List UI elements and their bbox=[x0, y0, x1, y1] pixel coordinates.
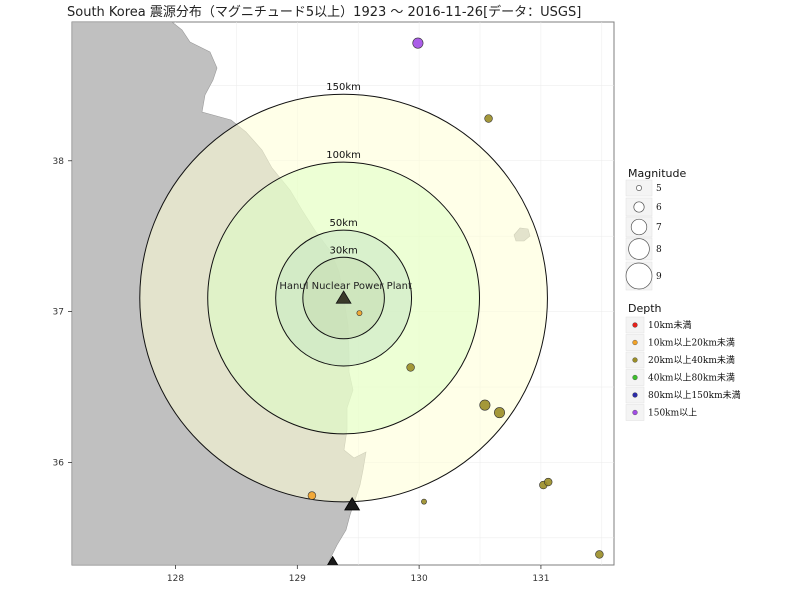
x-tick-label: 128 bbox=[167, 574, 184, 584]
ring-label-150km: 150km bbox=[326, 82, 361, 93]
x-tick-label: 130 bbox=[411, 574, 428, 584]
legend-depth-swatch bbox=[632, 339, 638, 346]
legend-depth-swatch bbox=[632, 357, 638, 363]
earthquake-point bbox=[484, 114, 493, 123]
legend-magnitude-swatch bbox=[625, 262, 653, 290]
earthquake-point bbox=[421, 498, 427, 505]
earthquake-point bbox=[412, 37, 424, 49]
ring-label-30km: 30km bbox=[329, 245, 357, 256]
legend-magnitude-swatch bbox=[628, 238, 650, 260]
legend-magnitude-swatch bbox=[630, 218, 648, 236]
legend-magnitude-label: 7 bbox=[656, 223, 662, 233]
earthquake-point bbox=[595, 550, 604, 559]
legend-magnitude-label: 6 bbox=[656, 203, 662, 213]
legend-depth-label: 10km未満 bbox=[648, 319, 691, 331]
legend-depth-swatch bbox=[632, 374, 638, 381]
legend-depth-swatch bbox=[632, 409, 638, 416]
legend-magnitude-label: 9 bbox=[656, 272, 662, 282]
legend-magnitude-swatch bbox=[636, 185, 642, 191]
plant-marker-hanul bbox=[335, 290, 352, 304]
earthquake-point bbox=[479, 399, 491, 411]
y-tick-label: 36 bbox=[53, 458, 65, 468]
ring-label-100km: 100km bbox=[326, 150, 361, 161]
legend-magnitude-label: 5 bbox=[656, 184, 662, 194]
nuclear-plants: Hanul Nuclear Power Plant bbox=[279, 281, 412, 565]
earthquake-point bbox=[544, 477, 553, 487]
legend: Magnitude 5 6 7 8 9 Depth 10km未満 10km以上20km未満 20k… bbox=[625, 167, 741, 421]
legend-magnitude-title: Magnitude bbox=[628, 167, 687, 180]
chart-title: South Korea 震源分布（マグニチュード5以上）1923 〜 2016-… bbox=[67, 4, 581, 20]
earthquake-point bbox=[406, 363, 415, 372]
legend-depth-swatch bbox=[632, 392, 638, 398]
earthquake-point bbox=[307, 491, 317, 500]
plant-marker-2 bbox=[344, 496, 361, 511]
earthquake-point bbox=[356, 310, 363, 317]
legend-depth-swatch bbox=[632, 322, 638, 328]
plant-label: Hanul Nuclear Power Plant bbox=[279, 281, 412, 292]
ring-label-50km: 50km bbox=[329, 218, 357, 229]
x-tick-label: 131 bbox=[532, 574, 549, 584]
y-tick-label: 38 bbox=[53, 157, 65, 167]
earthquake-point bbox=[494, 407, 506, 419]
legend-depth-label: 20km以上40km未満 bbox=[648, 354, 735, 366]
y-tick-label: 37 bbox=[53, 308, 64, 318]
legend-depth-label: 40km以上80km未満 bbox=[648, 372, 735, 384]
earthquake-points bbox=[307, 37, 604, 559]
axes: 128 129 130 131 36 37 38 bbox=[53, 157, 550, 584]
legend-depth-label: 10km以上20km未満 bbox=[648, 337, 735, 349]
legend-depth-label: 150km以上 bbox=[648, 408, 697, 419]
plant-marker-3 bbox=[327, 555, 339, 565]
legend-depth-title: Depth bbox=[628, 302, 662, 315]
x-tick-label: 129 bbox=[289, 574, 306, 584]
legend-magnitude-label: 8 bbox=[656, 245, 662, 255]
legend-depth-label: 80km以上150km未満 bbox=[648, 389, 741, 401]
legend-magnitude-swatch bbox=[633, 201, 645, 213]
